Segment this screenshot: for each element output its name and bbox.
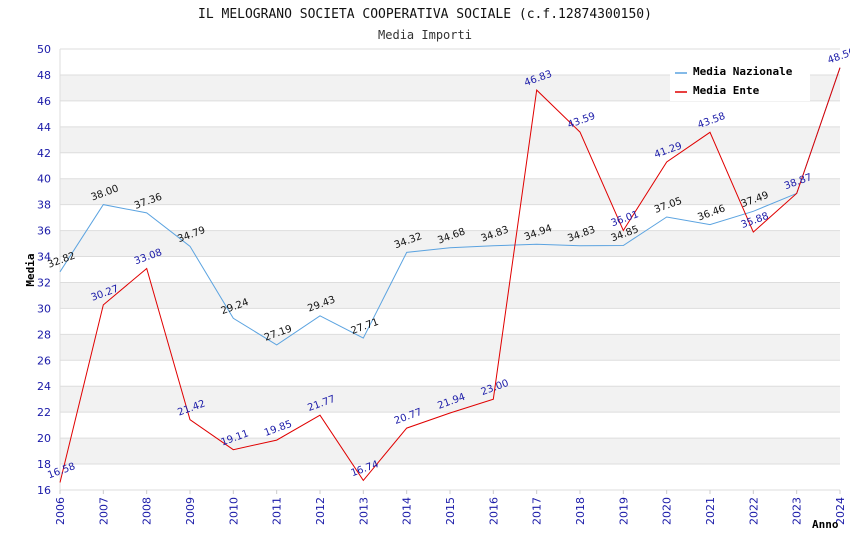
x-tick-label: 2017 [531, 497, 544, 525]
y-tick-label: 16 [37, 484, 51, 497]
y-tick-label: 32 [37, 276, 51, 289]
y-tick-label: 20 [37, 432, 51, 445]
x-tick-label: 2022 [747, 497, 760, 525]
y-tick-label: 30 [37, 302, 51, 315]
series-line-nazionale [59, 67, 841, 346]
y-axis-label: Media [24, 253, 37, 286]
y-tick-label: 36 [37, 225, 51, 238]
x-tick-label: 2018 [574, 497, 587, 525]
data-label-ente: 19.85 [263, 419, 294, 439]
legend-label-ente: Media Ente [693, 84, 760, 97]
y-tick-label: 42 [37, 147, 51, 160]
x-tick-label: 2020 [661, 497, 674, 525]
x-axis-label: Anno [812, 518, 839, 531]
x-tick-label: 2014 [401, 497, 414, 525]
legend-box [670, 61, 810, 101]
x-tick-label: 2016 [487, 497, 500, 525]
x-tick-label: 2013 [357, 497, 370, 525]
legend: Media Nazionale Media Ente [670, 61, 810, 101]
grid-band [60, 334, 840, 361]
x-tick-label: 2007 [97, 497, 110, 525]
y-tick-label: 38 [37, 199, 51, 212]
y-tick-label: 34 [37, 251, 51, 264]
grid-bands [60, 74, 840, 465]
y-tick-label: 24 [37, 380, 51, 393]
grid-band [60, 282, 840, 309]
grid-band [60, 438, 840, 465]
y-tick-label: 40 [37, 173, 51, 186]
series-lines [59, 67, 841, 483]
x-tick-label: 2008 [141, 497, 154, 525]
x-tick-label: 2009 [184, 497, 197, 525]
grid-band [60, 230, 840, 257]
chart-title: IL MELOGRANO SOCIETA COOPERATIVA SOCIALE… [198, 7, 652, 22]
y-tick-label: 26 [37, 354, 51, 367]
y-tick-label: 48 [37, 69, 51, 82]
y-tick-label: 18 [37, 458, 51, 471]
legend-label-nazionale: Media Nazionale [693, 65, 793, 78]
y-tick-labels: 16 18 20 22 24 26 28 30 32 34 36 38 40 42 44 46 48 50 [37, 43, 51, 497]
y-tick-label: 44 [37, 121, 51, 134]
grid-band [60, 178, 840, 205]
x-tick-label: 2023 [791, 497, 804, 525]
series-line-ente [59, 67, 841, 483]
x-tick-label: 2006 [54, 497, 67, 525]
grid-band [60, 386, 840, 413]
x-tick-labels: 2006 2007 2008 2009 2010 2011 2012 2013 2014 2015… [54, 497, 847, 525]
x-tick-label: 2024 [834, 497, 847, 525]
y-tick-label: 22 [37, 406, 51, 419]
x-tick-label: 2012 [314, 497, 327, 525]
grid-band [60, 126, 840, 153]
x-tick-label: 2019 [617, 497, 630, 525]
x-tick-label: 2015 [444, 497, 457, 525]
x-tick-label: 2010 [227, 497, 240, 525]
x-tick-label: 2021 [704, 497, 717, 525]
axes [59, 49, 841, 494]
y-tick-label: 50 [37, 43, 51, 56]
x-tick-label: 2011 [271, 497, 284, 525]
chart-subtitle: Media Importi [378, 28, 472, 42]
y-tick-label: 46 [37, 95, 51, 108]
y-tick-label: 28 [37, 328, 51, 341]
